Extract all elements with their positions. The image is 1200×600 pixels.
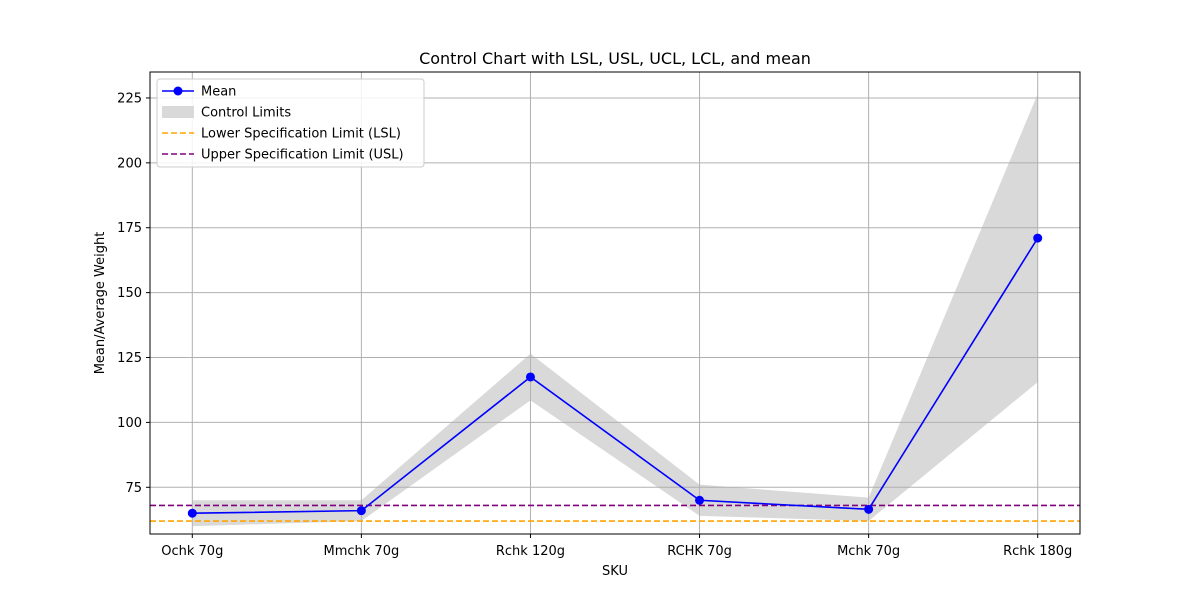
legend-label: Mean [201, 85, 236, 100]
x-tick-label: Mchk 70g [837, 544, 900, 559]
x-tick-label: Rchk 120g [496, 544, 565, 559]
mean-line [192, 237, 1039, 515]
mean-point [1033, 233, 1043, 243]
legend-label: Lower Specification Limit (LSL) [201, 127, 401, 142]
y-tick-label: 225 [117, 91, 142, 106]
mean-point [695, 495, 705, 505]
legend: Mean Control Limits Lower Specification Li… [156, 78, 425, 168]
y-tick-label: 150 [117, 286, 142, 301]
mean-point [525, 372, 535, 382]
legend-swatch-band [162, 106, 194, 118]
y-tick-label: 200 [117, 156, 142, 171]
x-tick-label: Ochk 70g [161, 544, 223, 559]
plot-frame [149, 71, 1081, 535]
control-limits-band [192, 94, 1038, 527]
legend-label: Control Limits [201, 106, 291, 121]
mean-point [187, 508, 197, 518]
x-axis-label: SKU [602, 564, 628, 579]
x-tick-label: Rchk 180g [1003, 544, 1072, 559]
y-tick-label: 100 [117, 416, 142, 431]
legend-label: Upper Specification Limit (USL) [201, 148, 404, 163]
y-tick-label: 75 [125, 481, 142, 496]
x-tick-label: RCHK 70g [667, 544, 732, 559]
chart-title: Control Chart with LSL, USL, UCL, LCL, a… [419, 49, 811, 68]
y-axis-label: Mean/Average Weight [93, 232, 108, 375]
x-tick-label: Mmchk 70g [324, 544, 400, 559]
y-tick-label: 175 [117, 221, 142, 236]
legend-swatch-marker [173, 86, 183, 96]
mean-point [356, 506, 366, 516]
legend-box [156, 78, 425, 168]
mean-point [864, 504, 874, 514]
y-tick-label: 125 [117, 351, 142, 366]
